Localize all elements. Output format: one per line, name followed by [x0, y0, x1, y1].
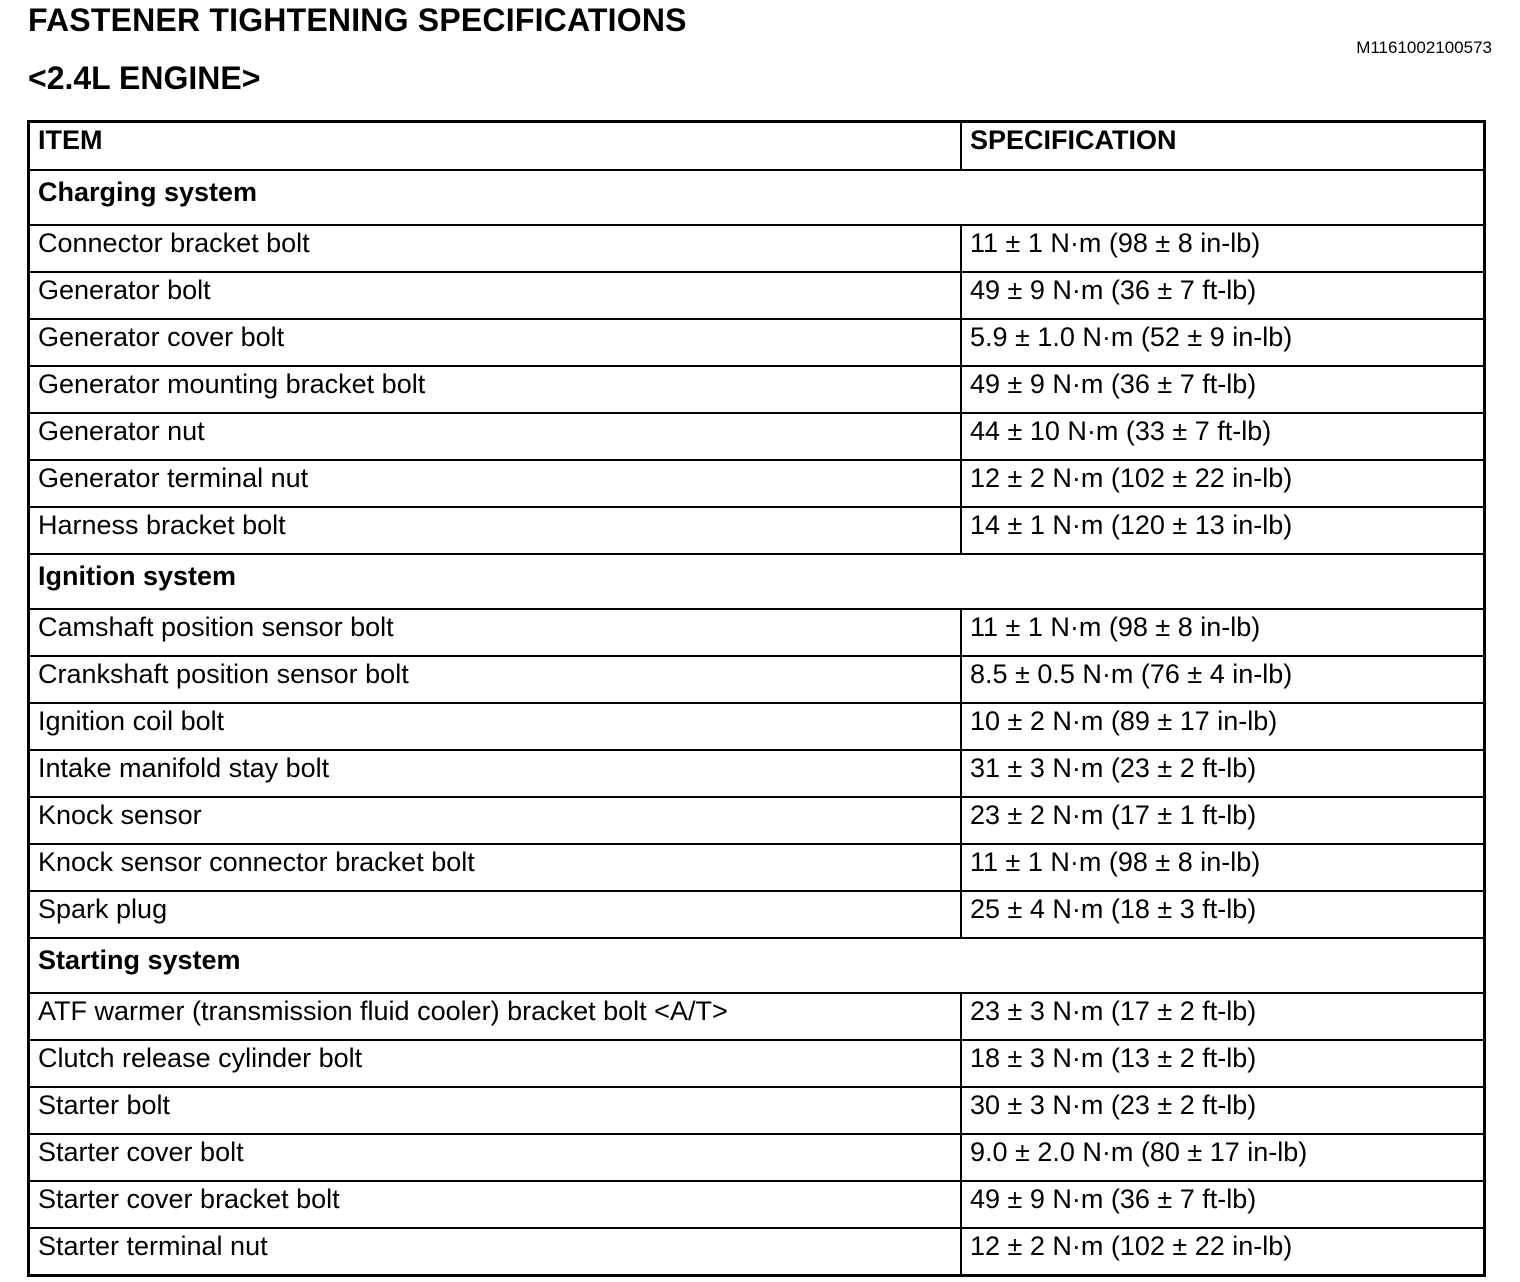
table-row: Clutch release cylinder bolt 18 ± 3 N·m (…	[27, 1039, 1486, 1088]
table-header-row: ITEM SPECIFICATION	[27, 120, 1486, 171]
table-row: Knock sensor 23 ± 2 N·m (17 ± 1 ft-lb)	[27, 796, 1486, 845]
specification-cell: 9.0 ± 2.0 N·m (80 ± 17 in-lb)	[960, 1133, 1486, 1182]
table-row: Knock sensor connector bracket bolt 11 ± …	[27, 843, 1486, 892]
section-title: Charging system	[27, 169, 1486, 226]
table-row: Starter terminal nut 12 ± 2 N·m (102 ± 22…	[27, 1227, 1486, 1277]
table-row: Starter bolt 30 ± 3 N·m (23 ± 2 ft-lb)	[27, 1086, 1486, 1135]
section-title: Ignition system	[27, 553, 1486, 610]
specification-cell: 11 ± 1 N·m (98 ± 8 in-lb)	[960, 224, 1486, 273]
section-row: Charging system	[27, 169, 1486, 226]
table-row: Camshaft position sensor bolt 11 ± 1 N·m …	[27, 608, 1486, 657]
table-row: Intake manifold stay bolt 31 ± 3 N·m (23 …	[27, 749, 1486, 798]
table-row: Crankshaft position sensor bolt 8.5 ± 0.5…	[27, 655, 1486, 704]
item-cell: Starter bolt	[27, 1086, 962, 1135]
section-row: Ignition system	[27, 553, 1486, 610]
specification-cell: 12 ± 2 N·m (102 ± 22 in-lb)	[960, 1227, 1486, 1277]
page-subtitle: <2.4L ENGINE>	[28, 60, 261, 96]
page-title: FASTENER TIGHTENING SPECIFICATIONS	[28, 2, 687, 38]
table-row: ATF warmer (transmission fluid cooler) b…	[27, 992, 1486, 1041]
item-cell: Connector bracket bolt	[27, 224, 962, 273]
item-cell: Generator terminal nut	[27, 459, 962, 508]
specification-cell: 12 ± 2 N·m (102 ± 22 in-lb)	[960, 459, 1486, 508]
specification-cell: 31 ± 3 N·m (23 ± 2 ft-lb)	[960, 749, 1486, 798]
specification-cell: 11 ± 1 N·m (98 ± 8 in-lb)	[960, 843, 1486, 892]
table-row: Connector bracket bolt 11 ± 1 N·m (98 ± 8…	[27, 224, 1486, 273]
item-cell: Knock sensor connector bracket bolt	[27, 843, 962, 892]
section-title: Starting system	[27, 937, 1486, 994]
item-cell: ATF warmer (transmission fluid cooler) b…	[27, 992, 962, 1041]
item-cell: Camshaft position sensor bolt	[27, 608, 962, 657]
specification-cell: 49 ± 9 N·m (36 ± 7 ft-lb)	[960, 1180, 1486, 1229]
item-cell: Generator bolt	[27, 271, 962, 320]
specification-cell: 14 ± 1 N·m (120 ± 13 in-lb)	[960, 506, 1486, 555]
table-row: Generator cover bolt 5.9 ± 1.0 N·m (52 ± …	[27, 318, 1486, 367]
specification-cell: 23 ± 3 N·m (17 ± 2 ft-lb)	[960, 992, 1486, 1041]
specification-cell: 44 ± 10 N·m (33 ± 7 ft-lb)	[960, 412, 1486, 461]
specification-cell: 18 ± 3 N·m (13 ± 2 ft-lb)	[960, 1039, 1486, 1088]
table-row: Starter cover bolt 9.0 ± 2.0 N·m (80 ± 17…	[27, 1133, 1486, 1182]
table-row: Generator nut 44 ± 10 N·m (33 ± 7 ft-lb)	[27, 412, 1486, 461]
spec-table: ITEM SPECIFICATION Charging system Connec…	[27, 120, 1486, 1277]
item-cell: Starter terminal nut	[27, 1227, 962, 1277]
header-item: ITEM	[27, 120, 962, 171]
document-code: M1161002100573	[1356, 38, 1492, 57]
table-row: Starter cover bracket bolt 49 ± 9 N·m (36…	[27, 1180, 1486, 1229]
item-cell: Harness bracket bolt	[27, 506, 962, 555]
item-cell: Crankshaft position sensor bolt	[27, 655, 962, 704]
specification-cell: 49 ± 9 N·m (36 ± 7 ft-lb)	[960, 365, 1486, 414]
table-row: Ignition coil bolt 10 ± 2 N·m (89 ± 17 in…	[27, 702, 1486, 751]
specification-cell: 5.9 ± 1.0 N·m (52 ± 9 in-lb)	[960, 318, 1486, 367]
item-cell: Generator nut	[27, 412, 962, 461]
item-cell: Starter cover bracket bolt	[27, 1180, 962, 1229]
item-cell: Knock sensor	[27, 796, 962, 845]
table-row: Spark plug 25 ± 4 N·m (18 ± 3 ft-lb)	[27, 890, 1486, 939]
specification-cell: 49 ± 9 N·m (36 ± 7 ft-lb)	[960, 271, 1486, 320]
table-row: Generator terminal nut 12 ± 2 N·m (102 ± …	[27, 459, 1486, 508]
item-cell: Generator cover bolt	[27, 318, 962, 367]
section-row: Starting system	[27, 937, 1486, 994]
item-cell: Spark plug	[27, 890, 962, 939]
item-cell: Generator mounting bracket bolt	[27, 365, 962, 414]
specification-cell: 10 ± 2 N·m (89 ± 17 in-lb)	[960, 702, 1486, 751]
table-row: Generator mounting bracket bolt 49 ± 9 N·…	[27, 365, 1486, 414]
specification-cell: 11 ± 1 N·m (98 ± 8 in-lb)	[960, 608, 1486, 657]
specification-cell: 8.5 ± 0.5 N·m (76 ± 4 in-lb)	[960, 655, 1486, 704]
table-row: Harness bracket bolt 14 ± 1 N·m (120 ± 13…	[27, 506, 1486, 555]
item-cell: Intake manifold stay bolt	[27, 749, 962, 798]
specification-cell: 25 ± 4 N·m (18 ± 3 ft-lb)	[960, 890, 1486, 939]
item-cell: Ignition coil bolt	[27, 702, 962, 751]
specification-cell: 30 ± 3 N·m (23 ± 2 ft-lb)	[960, 1086, 1486, 1135]
item-cell: Clutch release cylinder bolt	[27, 1039, 962, 1088]
item-cell: Starter cover bolt	[27, 1133, 962, 1182]
header-specification: SPECIFICATION	[960, 120, 1486, 171]
table-row: Generator bolt 49 ± 9 N·m (36 ± 7 ft-lb)	[27, 271, 1486, 320]
specification-cell: 23 ± 2 N·m (17 ± 1 ft-lb)	[960, 796, 1486, 845]
